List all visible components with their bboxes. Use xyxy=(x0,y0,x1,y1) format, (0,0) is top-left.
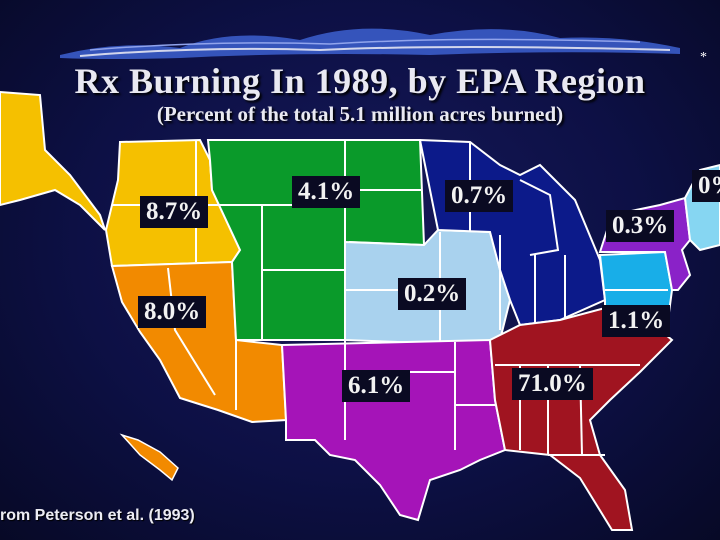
region-10-label: 8.7% xyxy=(140,196,209,228)
page-title: Rx Burning In 1989, by EPA Region xyxy=(74,61,646,101)
region-4-southeast xyxy=(488,306,674,531)
region-2-label: 0.3% xyxy=(606,210,675,242)
region-1-label: 0% xyxy=(692,170,720,202)
region-5-label: 0.7% xyxy=(445,180,514,212)
region-6-label: 6.1% xyxy=(342,370,411,402)
source-credit: rom Peterson et al. (1993) xyxy=(0,507,195,524)
corner-mark: * xyxy=(700,50,707,65)
region-9-label: 8.0% xyxy=(138,296,207,328)
cloud-decoration xyxy=(60,28,680,59)
region-4-label: 71.0% xyxy=(512,368,593,400)
region-7-label: 0.2% xyxy=(398,278,467,310)
region-3-label: 1.1% xyxy=(602,305,671,337)
region-8-label: 4.1% xyxy=(292,176,361,208)
region-6-south-central xyxy=(280,338,507,522)
page-subtitle: (Percent of the total 5.1 million acres … xyxy=(156,102,564,126)
